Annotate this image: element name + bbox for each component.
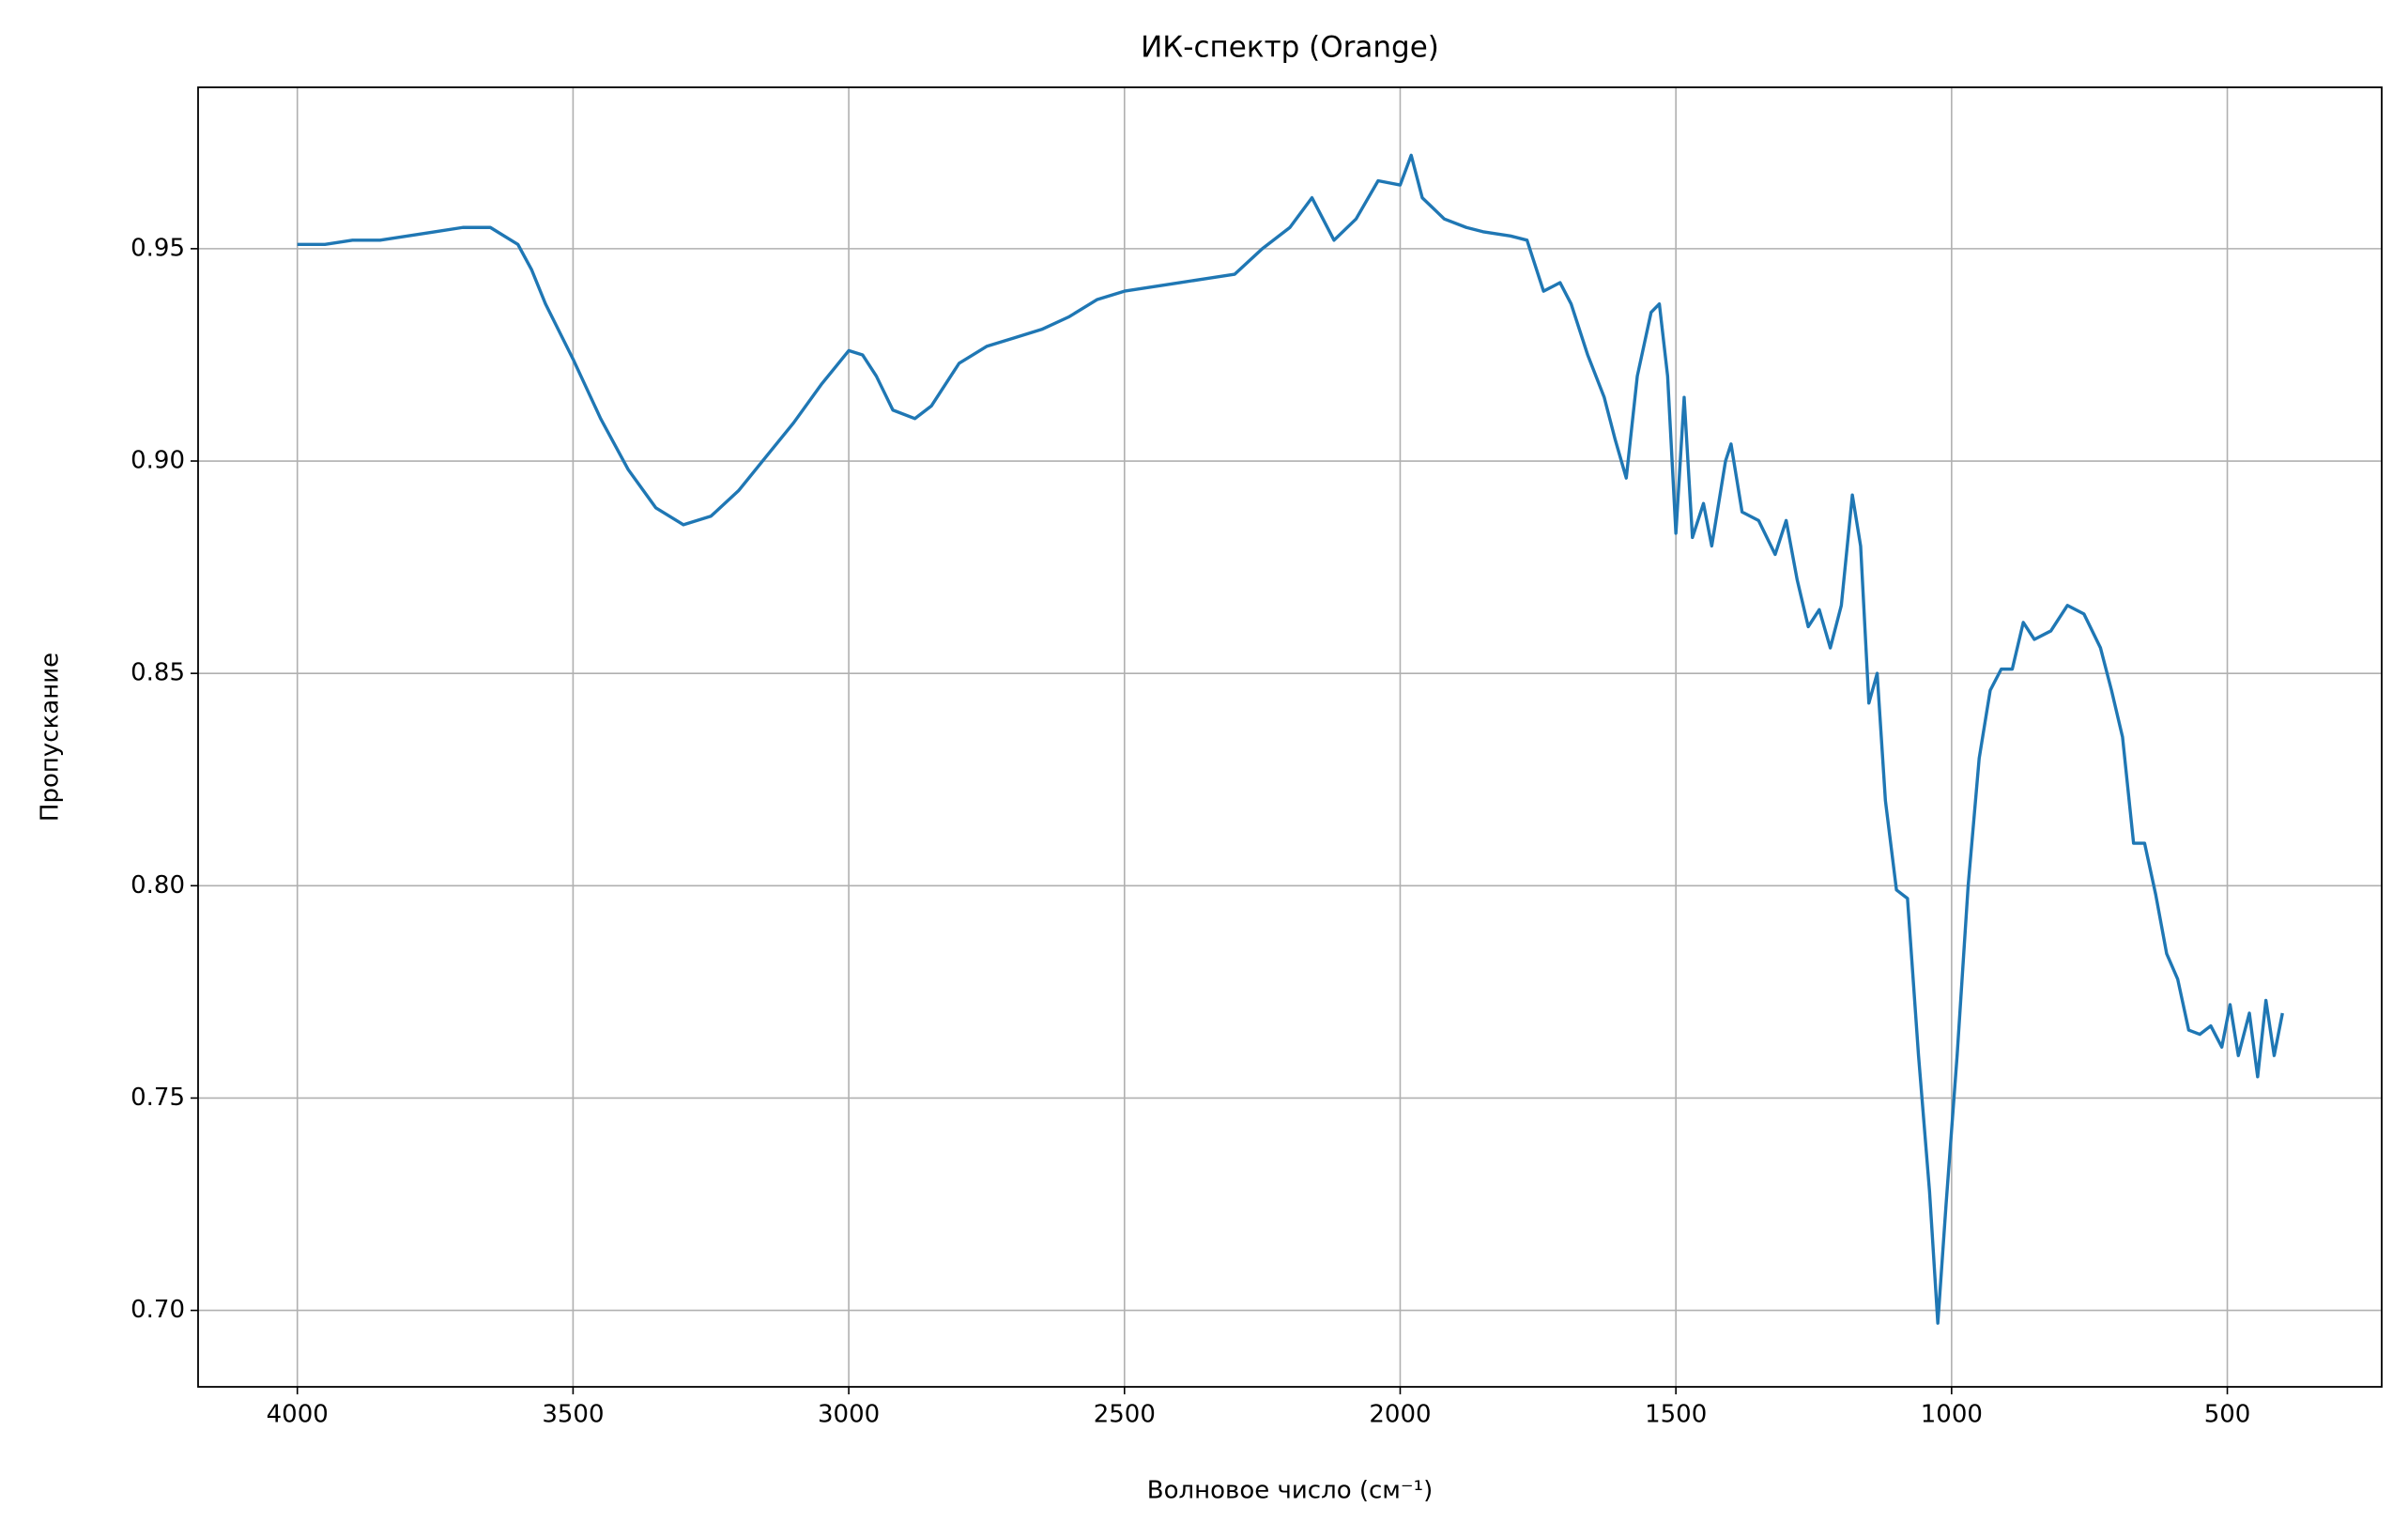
x-tick-label: 500 xyxy=(2204,1401,2251,1429)
y-axis-label: Пропускание xyxy=(37,653,65,822)
x-tick-label: 3500 xyxy=(542,1401,604,1429)
x-tick-label: 3000 xyxy=(818,1401,880,1429)
y-tick-label: 0.90 xyxy=(130,447,185,475)
x-tick-label: 4000 xyxy=(267,1401,329,1429)
x-axis-label: Волновое число (см⁻¹) xyxy=(1147,1477,1433,1505)
x-tick-label: 2500 xyxy=(1094,1401,1156,1429)
x-tick-label: 1500 xyxy=(1645,1401,1707,1429)
x-tick-label: 2000 xyxy=(1369,1401,1431,1429)
y-tick-label: 0.70 xyxy=(130,1296,185,1324)
y-tick-label: 0.95 xyxy=(130,234,185,262)
x-tick-label: 1000 xyxy=(1921,1401,1983,1429)
chart-title: ИК-спектр (Orange) xyxy=(1141,31,1439,65)
y-tick-label: 0.80 xyxy=(130,871,185,900)
y-tick-label: 0.75 xyxy=(130,1084,185,1112)
y-tick-label: 0.85 xyxy=(130,659,185,687)
spectrum-line xyxy=(297,153,2284,1325)
plot-frame xyxy=(197,86,2383,1388)
